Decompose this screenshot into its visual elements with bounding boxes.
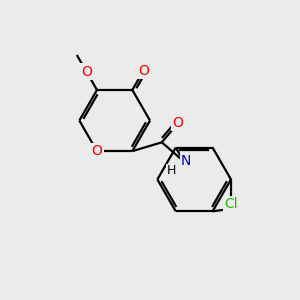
- Text: O: O: [92, 144, 102, 158]
- Text: Cl: Cl: [224, 197, 238, 211]
- Text: O: O: [138, 64, 149, 78]
- Text: N: N: [181, 154, 191, 169]
- Text: O: O: [81, 64, 92, 79]
- Text: O: O: [172, 116, 183, 130]
- Text: H: H: [167, 164, 176, 177]
